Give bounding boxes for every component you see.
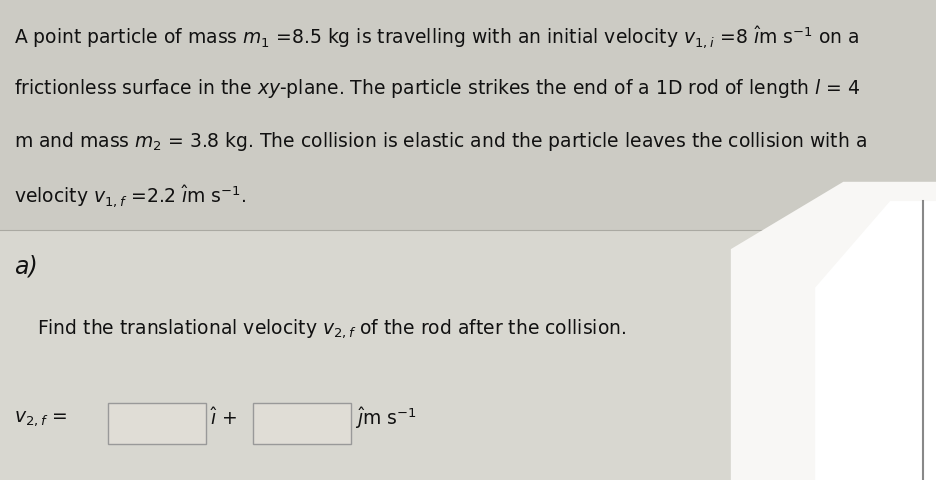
Text: velocity $\mathit{v}_{1,f}$ =2.2 $\hat{\imath}$m s$^{-1}$.: velocity $\mathit{v}_{1,f}$ =2.2 $\hat{\… (14, 182, 246, 208)
Text: A point particle of mass $\mathit{m}_1$ =8.5 kg is travelling with an initial ve: A point particle of mass $\mathit{m}_1$ … (14, 24, 858, 50)
Bar (0, 230, 936, 480)
FancyBboxPatch shape (108, 403, 206, 444)
Text: a): a) (14, 254, 37, 278)
Text: m and mass $\mathit{m}_2$ = 3.8 kg. The collision is elastic and the particle le: m and mass $\mathit{m}_2$ = 3.8 kg. The … (14, 130, 866, 153)
Text: $\hat{\jmath}$m s$^{-1}$: $\hat{\jmath}$m s$^{-1}$ (355, 405, 417, 431)
Text: $\hat{\imath}$ +: $\hat{\imath}$ + (210, 407, 237, 429)
FancyBboxPatch shape (253, 403, 351, 444)
Text: $\mathit{v}_{2,f}$ =: $\mathit{v}_{2,f}$ = (14, 408, 67, 427)
Text: Find the translational velocity $\mathit{v}_{2,f}$ of the rod after the collisio: Find the translational velocity $\mathit… (37, 317, 626, 340)
Text: frictionless surface in the $\mathit{xy}$-plane. The particle strikes the end of: frictionless surface in the $\mathit{xy}… (14, 77, 859, 100)
Polygon shape (814, 202, 936, 480)
Polygon shape (730, 182, 936, 480)
